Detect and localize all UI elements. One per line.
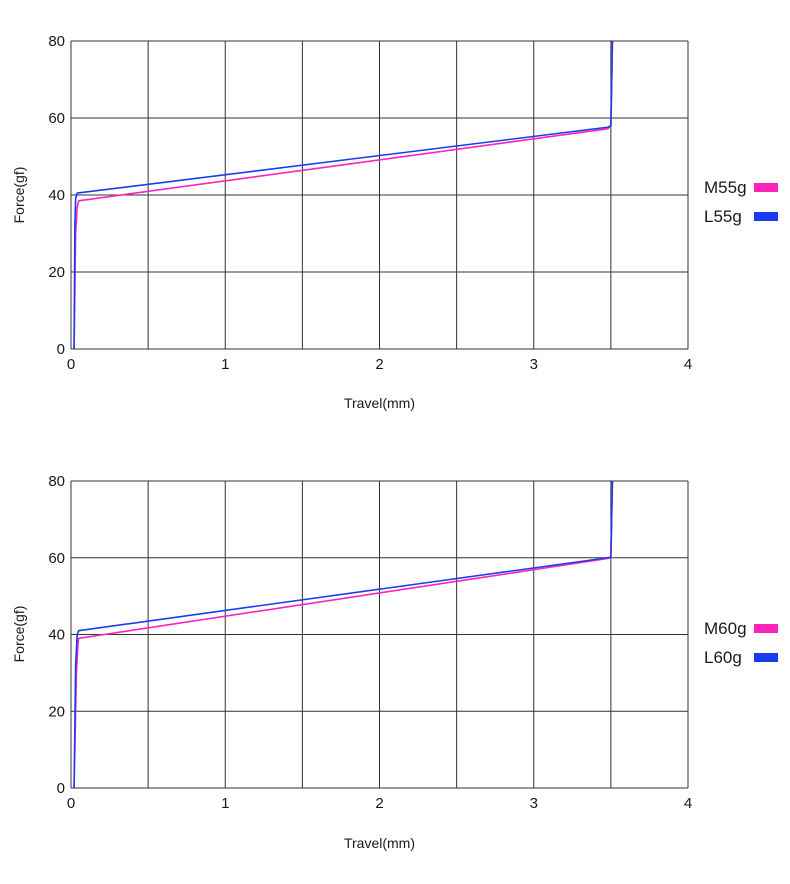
x-tick-label: 2: [375, 795, 383, 812]
x-tick-label: 3: [530, 356, 538, 373]
chart-2: 0 20 40 60 80 0 1 2 3 4 Travel(mm) Force(gf) M60g L60…: [11, 473, 778, 851]
x-tick-label: 2: [375, 356, 383, 373]
y-tick-label: 40: [48, 627, 65, 644]
x-tick-label: 0: [67, 356, 75, 373]
legend-swatch-m55g: [754, 183, 778, 192]
legend-swatch-l55g: [754, 212, 778, 221]
y-axis-label: Force(gf): [11, 167, 27, 224]
y-tick-label: 40: [48, 187, 65, 204]
chart-1: 0 20 40 60 80 0 1 2 3 4 Travel(mm) Force(gf) M55g L55…: [11, 33, 778, 411]
y-tick-label: 60: [48, 110, 65, 127]
x-tick-label: 1: [221, 356, 229, 373]
legend-label-m60g: M60g: [704, 619, 747, 638]
y-tick-label: 0: [57, 341, 65, 358]
x-tick-label: 0: [67, 795, 75, 812]
y-tick-label: 80: [48, 473, 65, 490]
legend-swatch-m60g: [754, 624, 778, 633]
y-tick-label: 80: [48, 33, 65, 50]
x-axis-label: Travel(mm): [344, 835, 415, 851]
x-tick-label: 4: [684, 356, 692, 373]
legend-label-l55g: L55g: [704, 207, 742, 226]
series-line-l60g: [73, 480, 614, 789]
x-axis-label: Travel(mm): [344, 395, 415, 411]
y-tick-label: 20: [48, 703, 65, 720]
y-tick-label: 0: [57, 780, 65, 797]
x-tick-label: 1: [221, 795, 229, 812]
y-tick-label: 60: [48, 550, 65, 567]
x-tick-label: 4: [684, 795, 692, 812]
legend-swatch-l60g: [754, 653, 778, 662]
legend-label-l60g: L60g: [704, 648, 742, 667]
legend-label-m55g: M55g: [704, 178, 747, 197]
y-tick-label: 20: [48, 264, 65, 281]
x-tick-label: 3: [530, 795, 538, 812]
series-line-l55g: [73, 40, 614, 350]
y-axis-label: Force(gf): [11, 606, 27, 663]
